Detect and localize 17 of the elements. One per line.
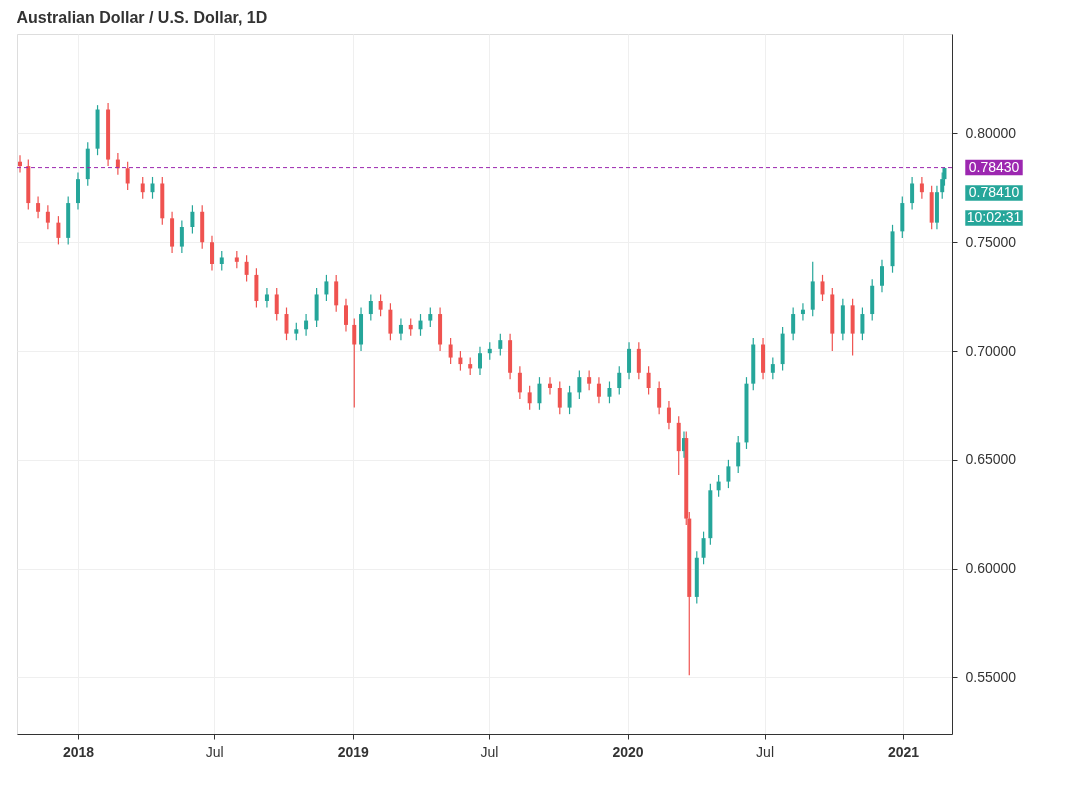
x-tick-label: 2018 xyxy=(62,743,95,760)
x-tick-label: 2020 xyxy=(612,743,644,760)
x-tick-label: Jul xyxy=(480,743,499,760)
text: 0.78410 xyxy=(968,184,1020,201)
y-tick-label: 0.55000 xyxy=(965,668,1017,685)
y-tick-label: 0.70000 xyxy=(965,342,1017,359)
ref-line-label: 0.78430 xyxy=(968,158,1020,175)
x-tick-label: 2019 xyxy=(337,743,370,760)
y-tick-label: 0.65000 xyxy=(965,451,1017,468)
text: 10:02:31 xyxy=(966,209,1022,226)
y-tick-label: 0.80000 xyxy=(965,124,1017,141)
y-tick-label: 0.75000 xyxy=(965,233,1017,250)
x-tick-label: Jul xyxy=(756,743,774,760)
y-tick-label: 0.60000 xyxy=(965,560,1017,577)
x-tick-label: 2021 xyxy=(887,743,920,760)
chart-title: Australian Dollar / U.S. Dollar, 1D xyxy=(16,9,268,26)
x-tick-label: Jul xyxy=(205,743,224,760)
